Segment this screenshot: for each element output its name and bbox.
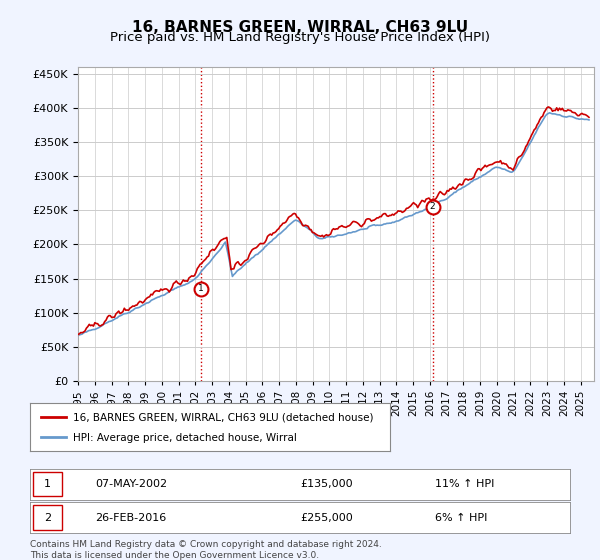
Text: 2: 2 bbox=[44, 513, 51, 522]
Text: Contains HM Land Registry data © Crown copyright and database right 2024.
This d: Contains HM Land Registry data © Crown c… bbox=[30, 540, 382, 560]
Text: 16, BARNES GREEN, WIRRAL, CH63 9LU: 16, BARNES GREEN, WIRRAL, CH63 9LU bbox=[132, 20, 468, 35]
Text: 2: 2 bbox=[430, 203, 436, 212]
Text: Price paid vs. HM Land Registry's House Price Index (HPI): Price paid vs. HM Land Registry's House … bbox=[110, 31, 490, 44]
FancyBboxPatch shape bbox=[33, 505, 62, 530]
Text: 1: 1 bbox=[198, 284, 204, 293]
Text: HPI: Average price, detached house, Wirral: HPI: Average price, detached house, Wirr… bbox=[73, 433, 297, 444]
Text: 1: 1 bbox=[44, 479, 51, 489]
Text: 26-FEB-2016: 26-FEB-2016 bbox=[95, 513, 166, 522]
Text: 11% ↑ HPI: 11% ↑ HPI bbox=[435, 479, 494, 489]
Text: 07-MAY-2002: 07-MAY-2002 bbox=[95, 479, 167, 489]
Text: £255,000: £255,000 bbox=[300, 513, 353, 522]
FancyBboxPatch shape bbox=[33, 472, 62, 497]
Text: £135,000: £135,000 bbox=[300, 479, 353, 489]
Text: 6% ↑ HPI: 6% ↑ HPI bbox=[435, 513, 487, 522]
Text: 16, BARNES GREEN, WIRRAL, CH63 9LU (detached house): 16, BARNES GREEN, WIRRAL, CH63 9LU (deta… bbox=[73, 413, 374, 422]
